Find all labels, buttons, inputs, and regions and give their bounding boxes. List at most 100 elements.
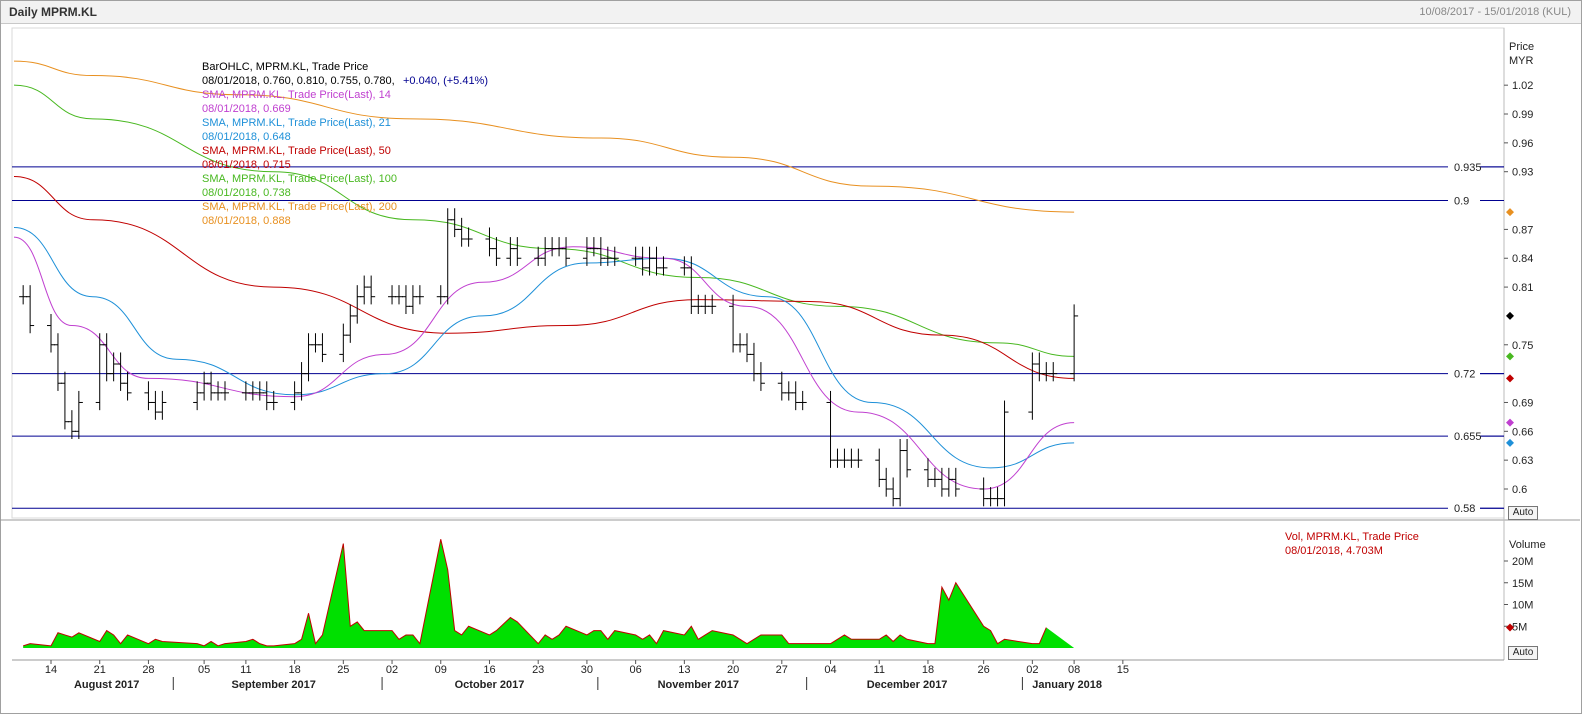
ohlc-bar [743, 333, 751, 363]
ohlc-bar [777, 371, 786, 401]
x-tick-label: 18 [288, 664, 300, 676]
volume-line [23, 539, 1047, 647]
ohlc-bar [951, 467, 960, 497]
price-tick-label: 0.75 [1512, 340, 1533, 352]
x-tick-label: 30 [581, 664, 593, 676]
ohlc-bar [930, 467, 939, 488]
x-tick-label: 11 [240, 664, 251, 676]
hline-label-bg [1448, 159, 1480, 174]
volume-tick-label: 5M [1512, 621, 1527, 633]
ohlc-bar [221, 381, 229, 401]
ohlc-bar [1049, 362, 1058, 382]
x-tick-label: 20 [727, 664, 739, 676]
ohlc-bar [450, 208, 459, 238]
price-tick-label: 0.99 [1512, 109, 1533, 121]
ohlc-bar [485, 227, 494, 257]
ohlc-bar [19, 285, 28, 305]
hline-label: 0.58 [1454, 503, 1475, 515]
ohlc-bar [353, 285, 362, 324]
ohlc-bar [311, 333, 320, 353]
ohlc-bar [269, 390, 278, 411]
ohlc-bar [736, 333, 745, 353]
volume-tick-label: 10M [1512, 600, 1533, 612]
hline-label-bg [1448, 366, 1480, 381]
ohlc-bar [1028, 352, 1037, 420]
sma200-line [13, 60, 1075, 213]
price-axis-unit: MYR [1509, 55, 1534, 67]
ohlc-bar [415, 285, 424, 305]
last-value-marker [1506, 311, 1514, 320]
x-tick-label: 08 [1068, 664, 1080, 676]
ohlc-bar [596, 237, 605, 266]
x-tick-label: 26 [978, 664, 990, 676]
hline-label: 0.9 [1454, 196, 1469, 208]
ohlc-bar [47, 314, 55, 353]
volume-axis-title: Volume [1509, 539, 1546, 551]
legend-sma100-title: SMA, MPRM.KL, Trade Price(Last), 100 [202, 173, 397, 185]
ohlc-bar [875, 448, 884, 488]
ohlc-bar [116, 352, 125, 391]
ohlc-bar [840, 448, 849, 468]
ohlc-bar [388, 285, 397, 305]
ohlc-bar [346, 304, 355, 343]
x-month-label: September 2017 [232, 679, 316, 691]
ohlc-bar [882, 467, 891, 497]
ohlc-bar [151, 390, 160, 420]
legend-sma14-value: 08/01/2018, 0.669 [202, 103, 291, 115]
legend-ohlc-title: BarOHLC, MPRM.KL, Trade Price [202, 61, 368, 73]
legend-sma21-title: SMA, MPRM.KL, Trade Price(Last), 21 [202, 117, 391, 129]
legend-sma200-title: SMA, MPRM.KL, Trade Price(Last), 200 [202, 201, 397, 213]
ohlc-bar [457, 217, 466, 247]
ohlc-bar [903, 439, 912, 478]
volume-plot [23, 539, 1075, 648]
legend-sma200-value: 08/01/2018, 0.888 [202, 215, 291, 227]
hline-label: 0.655 [1454, 431, 1482, 443]
ohlc-bar [826, 390, 835, 468]
last-value-marker [1506, 352, 1514, 361]
ohlc-bar [360, 275, 369, 305]
ohlc-bar [408, 285, 417, 315]
ohlc-bar [652, 246, 661, 276]
ohlc-bar [464, 227, 473, 247]
ohlc-bar [979, 477, 988, 507]
price-auto-button[interactable]: Auto [1508, 506, 1538, 520]
legend-volume-title: Vol, MPRM.KL, Trade Price [1285, 531, 1419, 543]
legend-sma50-title: SMA, MPRM.KL, Trade Price(Last), 50 [202, 145, 391, 157]
price-tick-label: 0.81 [1512, 282, 1533, 294]
price-plot: 0.935 0.9 0.72 0.655 0.58 [12, 60, 1504, 516]
hline-label-bg [1448, 501, 1480, 516]
price-panel [11, 27, 1505, 519]
hline-label: 0.72 [1454, 369, 1475, 381]
ohlc-bar [513, 237, 522, 266]
volume-auto-button[interactable]: Auto [1508, 646, 1538, 660]
last-value-marker [1506, 208, 1514, 217]
ohlc-bar [436, 285, 445, 305]
ohlc-bar [123, 371, 132, 401]
sma14-line [13, 236, 1075, 490]
ohlc-bar [492, 237, 501, 266]
x-tick-label: 13 [678, 664, 690, 676]
volume-area [23, 539, 1075, 648]
legend: BarOHLC, MPRM.KL, Trade Price 08/01/2018… [202, 61, 1419, 557]
ohlc-bar [986, 487, 995, 507]
ohlc-bar [200, 371, 209, 401]
x-month-label: August 2017 [74, 679, 139, 691]
ohlc-bar [896, 439, 905, 507]
ohlc-bar [95, 333, 104, 411]
ohlc-bar [749, 342, 758, 382]
ohlc-bar [854, 448, 863, 468]
title-bar: Daily MPRM.KL 10/08/2017 - 15/01/2018 (K… [1, 1, 1581, 24]
ohlc-bar [339, 323, 348, 363]
ohlc-bar [638, 246, 647, 276]
x-tick-label: 05 [198, 664, 210, 676]
x-tick-label: 06 [630, 664, 642, 676]
ohlc-bar [562, 237, 571, 266]
last-value-marker [1506, 374, 1514, 383]
ohlc-bar [993, 487, 1002, 507]
ohlc-bar [158, 390, 167, 420]
ohlc-bar [784, 381, 793, 401]
ohlc-bar [680, 256, 689, 276]
x-tick-label: 28 [142, 664, 154, 676]
hline-label-bg [1448, 429, 1480, 444]
